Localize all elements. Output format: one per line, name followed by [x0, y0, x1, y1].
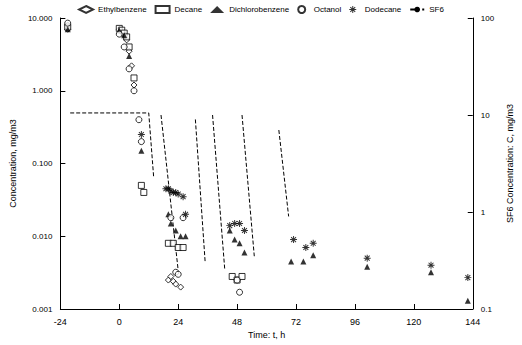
svg-text:Octanol: Octanol [314, 5, 342, 14]
svg-text:SF6: SF6 [429, 5, 444, 14]
svg-text:0.1: 0.1 [481, 305, 493, 314]
svg-text:144: 144 [465, 317, 480, 327]
svg-text:-24: -24 [54, 317, 67, 327]
svg-text:1.000: 1.000 [32, 86, 53, 95]
svg-text:Decane: Decane [175, 5, 203, 14]
svg-text:Dodecane: Dodecane [365, 5, 402, 14]
svg-text:48: 48 [232, 317, 242, 327]
svg-text:120: 120 [406, 317, 421, 327]
svg-text:10.000: 10.000 [28, 14, 53, 23]
svg-text:96: 96 [350, 317, 360, 327]
svg-text:0.010: 0.010 [32, 232, 53, 241]
svg-text:0.001: 0.001 [32, 305, 53, 314]
svg-text:0.100: 0.100 [32, 159, 53, 168]
svg-text:0: 0 [117, 317, 122, 327]
svg-text:Ethylbenzene: Ethylbenzene [98, 5, 147, 14]
svg-text:Dichlorobenzene: Dichlorobenzene [229, 5, 290, 14]
svg-text:24: 24 [173, 317, 183, 327]
svg-text:100: 100 [481, 14, 495, 23]
svg-text:1: 1 [481, 208, 486, 217]
svg-text:Time: t, h: Time: t, h [248, 330, 285, 340]
svg-text:10: 10 [481, 111, 490, 120]
svg-text:72: 72 [291, 317, 301, 327]
svg-text:SF6 Concentration: C, mg/m3: SF6 Concentration: C, mg/m3 [505, 104, 515, 223]
svg-text:Concentration, mg/m3: Concentration, mg/m3 [8, 119, 18, 208]
